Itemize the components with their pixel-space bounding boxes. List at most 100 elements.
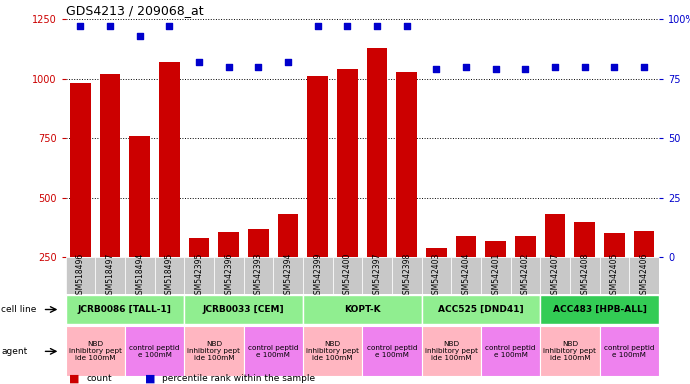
Bar: [629, 19, 659, 257]
Bar: [277, 214, 299, 317]
Text: control peptid
e 100mM: control peptid e 100mM: [604, 345, 655, 358]
Bar: [333, 19, 362, 257]
Text: agent: agent: [1, 347, 28, 356]
Bar: [244, 326, 303, 376]
Text: GSM518494: GSM518494: [135, 252, 144, 299]
Bar: [570, 257, 600, 294]
Bar: [95, 19, 125, 257]
Bar: [307, 76, 328, 317]
Bar: [540, 326, 600, 376]
Bar: [66, 295, 184, 324]
Bar: [515, 236, 536, 317]
Bar: [451, 19, 481, 257]
Point: [253, 64, 264, 70]
Bar: [70, 83, 91, 317]
Text: ACC483 [HPB-ALL]: ACC483 [HPB-ALL]: [553, 305, 647, 314]
Text: control peptid
e 100mM: control peptid e 100mM: [248, 345, 299, 358]
Bar: [218, 232, 239, 317]
Bar: [303, 19, 333, 257]
Text: GSM542401: GSM542401: [491, 252, 500, 299]
Point: [580, 64, 591, 70]
Bar: [540, 19, 570, 257]
Bar: [511, 19, 540, 257]
Bar: [426, 248, 447, 317]
Bar: [633, 231, 655, 317]
Point: [461, 64, 472, 70]
Bar: [451, 257, 481, 294]
Bar: [604, 233, 625, 317]
Text: JCRB0086 [TALL-1]: JCRB0086 [TALL-1]: [78, 305, 172, 314]
Bar: [629, 257, 659, 294]
Bar: [125, 257, 155, 294]
Bar: [333, 257, 362, 294]
Bar: [362, 19, 392, 257]
Text: control peptid
e 100mM: control peptid e 100mM: [129, 345, 180, 358]
Bar: [66, 257, 95, 294]
Point: [283, 59, 294, 65]
Text: cell line: cell line: [1, 305, 37, 314]
Point: [105, 23, 116, 30]
Text: GSM518495: GSM518495: [165, 252, 174, 299]
Bar: [455, 236, 477, 317]
Bar: [481, 326, 540, 376]
Point: [490, 66, 501, 72]
Bar: [422, 326, 481, 376]
Text: GSM542402: GSM542402: [521, 252, 530, 299]
Text: NBD
inhibitory pept
ide 100mM: NBD inhibitory pept ide 100mM: [544, 341, 596, 361]
Text: GSM542397: GSM542397: [373, 252, 382, 299]
Text: control peptid
e 100mM: control peptid e 100mM: [366, 345, 417, 358]
Text: ■: ■: [69, 373, 79, 383]
Bar: [422, 295, 540, 324]
Bar: [540, 257, 570, 294]
Bar: [481, 257, 511, 294]
Point: [609, 64, 620, 70]
Text: GSM542408: GSM542408: [580, 252, 589, 299]
Bar: [422, 19, 451, 257]
Point: [312, 23, 323, 30]
Text: GSM542407: GSM542407: [551, 252, 560, 299]
Text: GSM542398: GSM542398: [402, 252, 411, 299]
Bar: [159, 62, 180, 317]
Bar: [600, 326, 659, 376]
Bar: [303, 295, 422, 324]
Bar: [570, 19, 600, 257]
Text: GSM542393: GSM542393: [254, 252, 263, 299]
Point: [75, 23, 86, 30]
Bar: [337, 69, 358, 317]
Bar: [155, 257, 184, 294]
Point: [164, 23, 175, 30]
Text: NBD
inhibitory pept
ide 100mM: NBD inhibitory pept ide 100mM: [306, 341, 359, 361]
Bar: [396, 71, 417, 317]
Bar: [481, 19, 511, 257]
Point: [134, 33, 145, 39]
Bar: [303, 326, 362, 376]
Text: GSM542400: GSM542400: [343, 252, 352, 299]
Bar: [184, 326, 244, 376]
Text: GDS4213 / 209068_at: GDS4213 / 209068_at: [66, 3, 203, 17]
Bar: [600, 19, 629, 257]
Bar: [485, 241, 506, 317]
Point: [520, 66, 531, 72]
Bar: [66, 19, 95, 257]
Point: [431, 66, 442, 72]
Point: [193, 59, 204, 65]
Bar: [392, 257, 422, 294]
Text: percentile rank within the sample: percentile rank within the sample: [162, 374, 315, 383]
Bar: [422, 257, 451, 294]
Text: count: count: [86, 374, 112, 383]
Bar: [600, 257, 629, 294]
Bar: [188, 238, 210, 317]
Text: GSM518496: GSM518496: [76, 252, 85, 299]
Text: NBD
inhibitory pept
ide 100mM: NBD inhibitory pept ide 100mM: [188, 341, 240, 361]
Bar: [303, 257, 333, 294]
Bar: [248, 229, 269, 317]
Bar: [574, 222, 595, 317]
Bar: [66, 326, 125, 376]
Text: GSM542405: GSM542405: [610, 252, 619, 299]
Bar: [184, 295, 303, 324]
Bar: [184, 257, 214, 294]
Bar: [125, 326, 184, 376]
Bar: [366, 48, 388, 317]
Bar: [273, 19, 303, 257]
Text: NBD
inhibitory pept
ide 100mM: NBD inhibitory pept ide 100mM: [425, 341, 477, 361]
